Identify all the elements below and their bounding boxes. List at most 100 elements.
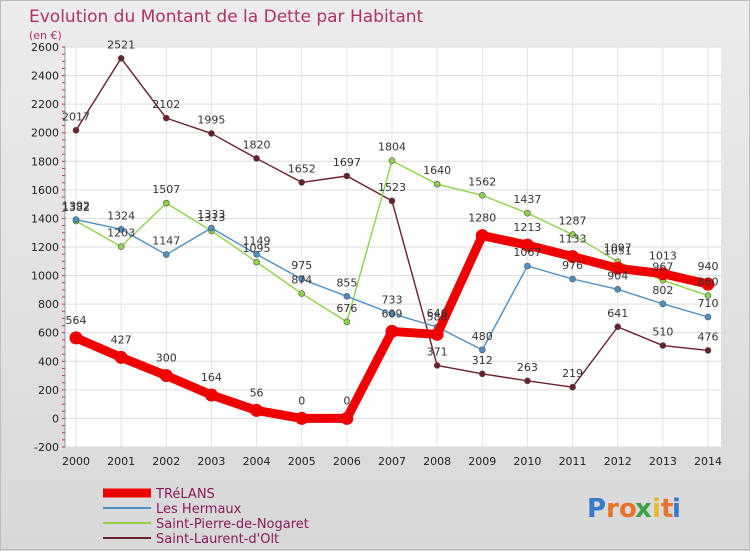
x-tick-label: 2010 xyxy=(513,455,541,468)
data-point xyxy=(340,411,354,425)
data-label: 1820 xyxy=(243,138,271,151)
data-point xyxy=(478,346,486,354)
y-tick-label: 600 xyxy=(38,327,59,340)
data-label: 1095 xyxy=(243,242,271,255)
data-point xyxy=(659,300,667,308)
data-label: 940 xyxy=(698,260,719,273)
data-point xyxy=(385,324,399,338)
data-point xyxy=(72,216,80,223)
data-point xyxy=(478,191,486,199)
data-point xyxy=(253,250,260,258)
data-label: 641 xyxy=(607,307,628,320)
logo-letter: i xyxy=(672,494,681,524)
data-label: 1149 xyxy=(243,234,271,247)
data-point xyxy=(117,243,125,250)
data-label: 802 xyxy=(652,284,673,297)
x-tick-label: 2003 xyxy=(197,455,225,468)
data-point xyxy=(250,403,264,417)
data-label: 371 xyxy=(427,345,448,358)
y-tick-label: 2200 xyxy=(31,98,59,111)
y-tick-label: 400 xyxy=(38,355,59,368)
data-label: 967 xyxy=(652,260,673,273)
data-label: 710 xyxy=(698,297,719,310)
x-tick-label: 2000 xyxy=(62,455,90,468)
y-tick-label: -200 xyxy=(34,441,59,454)
data-label: 640 xyxy=(427,307,448,320)
logo-letter: i xyxy=(652,494,661,524)
x-tick-label: 2001 xyxy=(107,455,135,468)
data-label: 1051 xyxy=(604,244,632,257)
data-label: 874 xyxy=(291,274,312,287)
data-label: 300 xyxy=(156,352,177,365)
series-group xyxy=(69,54,715,425)
x-tick-label: 2005 xyxy=(288,455,316,468)
data-label: 1392 xyxy=(62,200,90,213)
data-point xyxy=(343,318,351,326)
logo-letter: P xyxy=(587,494,606,524)
data-label: 427 xyxy=(111,333,132,346)
x-tick-label: 2002 xyxy=(152,455,180,468)
data-point xyxy=(204,388,218,402)
data-point xyxy=(388,310,396,318)
data-label: 1523 xyxy=(378,181,406,194)
data-label: 1640 xyxy=(423,164,451,177)
logo-letter: r xyxy=(606,494,619,524)
data-point xyxy=(69,331,83,345)
x-tick-label: 2011 xyxy=(559,455,587,468)
data-label: 1203 xyxy=(107,227,135,240)
data-label: 0 xyxy=(298,394,305,407)
x-tick-label: 2007 xyxy=(378,455,406,468)
data-point xyxy=(524,262,531,270)
data-point xyxy=(343,292,351,300)
x-tick-label: 2009 xyxy=(468,455,496,468)
logo-letter: t xyxy=(661,494,673,524)
data-label: 1333 xyxy=(197,208,225,221)
y-tick-label: 2400 xyxy=(31,70,59,83)
data-point xyxy=(569,231,576,238)
data-point xyxy=(159,369,173,383)
data-label: 2017 xyxy=(62,110,90,123)
data-point xyxy=(208,224,215,232)
y-tick-label: 0 xyxy=(52,412,59,425)
data-label: 2521 xyxy=(107,38,135,51)
data-label: 510 xyxy=(652,326,673,339)
data-point xyxy=(566,250,580,264)
data-point xyxy=(295,411,309,425)
data-point xyxy=(701,277,715,291)
data-label: 476 xyxy=(698,330,719,343)
data-point xyxy=(614,323,622,331)
data-point xyxy=(117,54,125,62)
y-tick-label: 1000 xyxy=(31,270,59,283)
data-point xyxy=(388,157,396,165)
data-label: 1652 xyxy=(288,162,316,175)
data-label: 860 xyxy=(698,276,719,289)
data-point xyxy=(162,114,170,122)
data-label: 164 xyxy=(201,371,222,384)
data-label: 588 xyxy=(427,310,448,323)
data-label: 676 xyxy=(336,302,357,315)
data-point xyxy=(72,126,80,134)
y-tick-label: 2000 xyxy=(31,127,59,140)
data-label: 219 xyxy=(562,367,583,380)
data-label: 312 xyxy=(472,354,493,367)
y-tick-label: 800 xyxy=(38,298,59,311)
data-point xyxy=(704,292,712,299)
data-point xyxy=(520,238,534,252)
data-label: 1562 xyxy=(468,175,496,188)
data-label: 855 xyxy=(336,276,357,289)
data-label: 480 xyxy=(472,330,493,343)
data-point xyxy=(208,130,215,137)
data-label: 609 xyxy=(382,307,403,320)
data-label: 976 xyxy=(562,259,583,272)
data-point xyxy=(114,350,128,364)
chart-title: Evolution du Montant de la Dette par Hab… xyxy=(29,7,424,27)
data-point xyxy=(298,290,306,297)
data-label: 1437 xyxy=(513,193,541,206)
data-point xyxy=(611,261,625,275)
data-point xyxy=(253,258,260,266)
data-point xyxy=(298,275,306,283)
data-point xyxy=(430,327,444,341)
